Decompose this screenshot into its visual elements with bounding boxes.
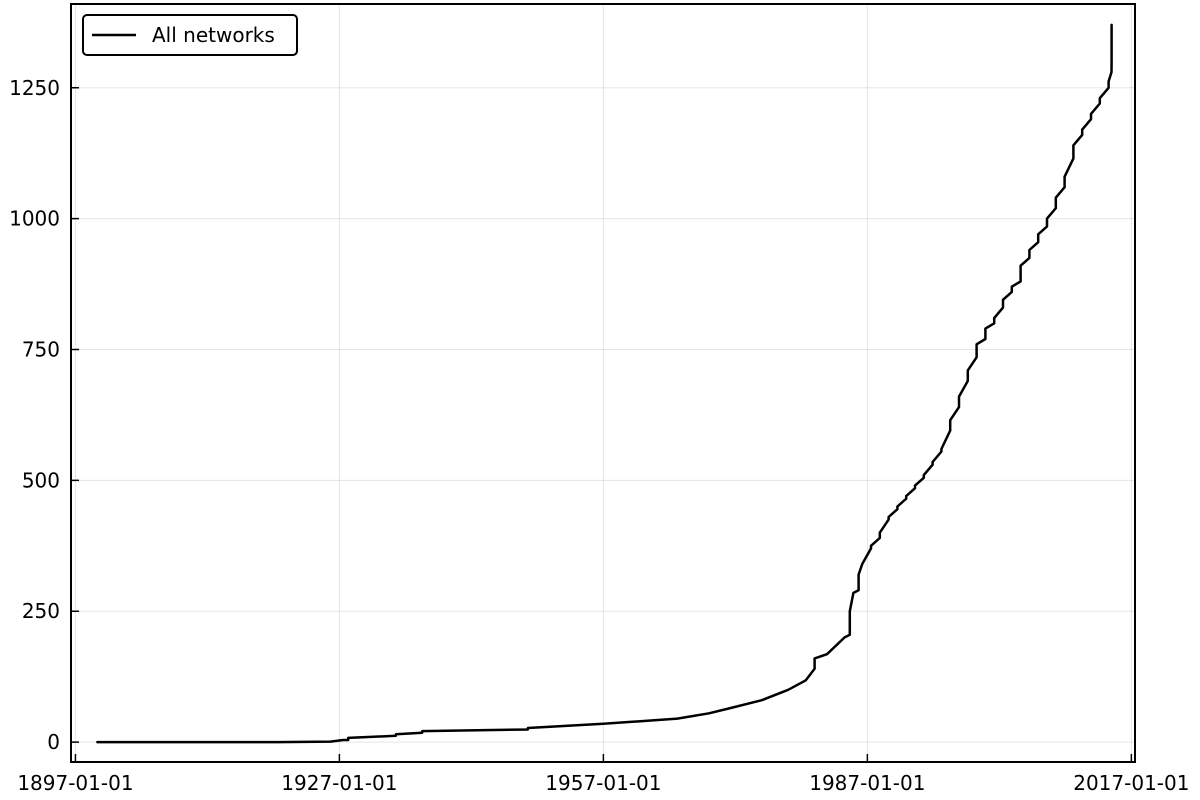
x-tick-label: 1927-01-01 [281,771,397,795]
x-tick-label: 1987-01-01 [809,771,925,795]
y-tick-label: 1250 [9,76,60,100]
series-layer [96,23,1113,744]
y-tick-label: 500 [22,468,60,492]
legend: All networks [82,14,298,56]
x-tick-label: 1957-01-01 [545,771,661,795]
x-tick-label: 2017-01-01 [1073,771,1189,795]
series-line-0 [96,23,1113,744]
tick-layer: 1897-01-01 1927-01-01 1957-01-01 1987-01-01… [9,76,1189,795]
legend-box [82,14,298,56]
y-tick-label: 750 [22,337,60,361]
x-tick-label: 1897-01-01 [17,771,133,795]
y-tick-label: 250 [22,599,60,623]
y-tick-label: 0 [47,730,60,754]
y-tick-label: 1000 [9,207,60,231]
legend-label: All networks [152,23,275,47]
